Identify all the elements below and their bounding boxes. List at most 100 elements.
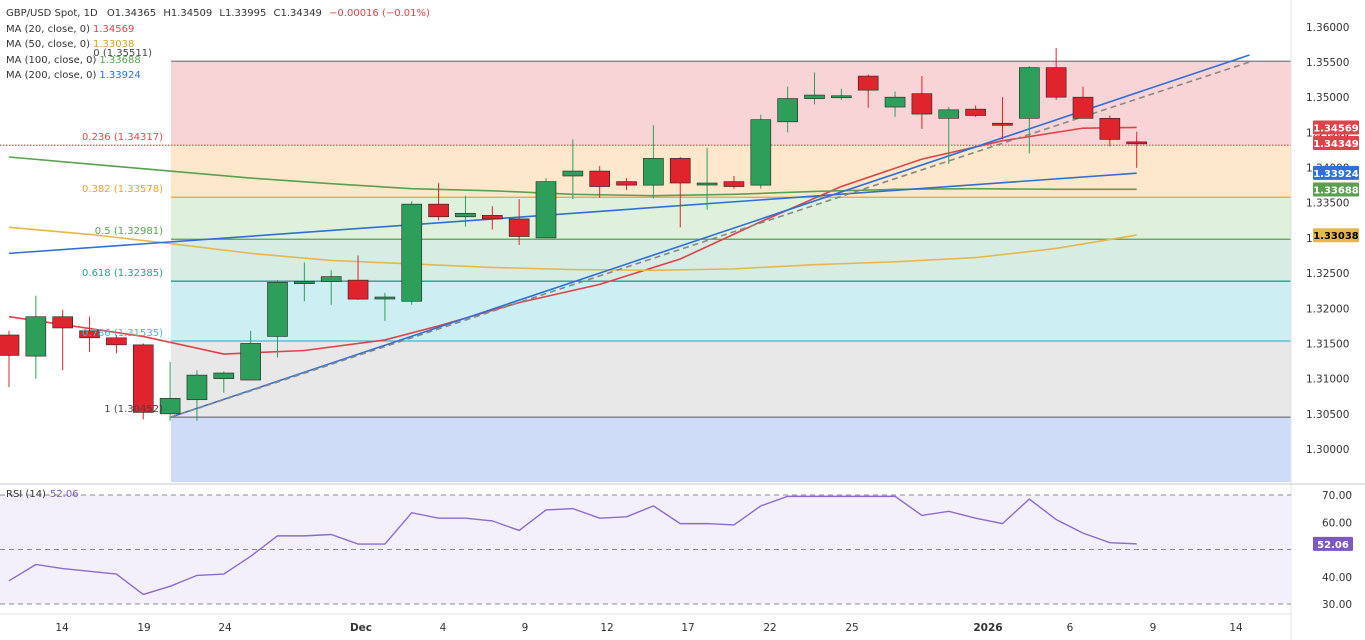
- fib-level-label: 0.236 (1.34317): [82, 132, 163, 143]
- time-tick-label: 9: [522, 622, 529, 634]
- indicator-legend: GBP/USD Spot, 1D O1.34365 H1.34509 L1.33…: [6, 6, 434, 84]
- candle-body: [992, 122, 1013, 126]
- price-marker-label: 1.34569: [1313, 124, 1359, 135]
- time-tick-label: 22: [763, 622, 776, 634]
- candle-body: [106, 337, 127, 346]
- price-marker: [1313, 182, 1359, 197]
- candle: [25, 295, 47, 379]
- candle: [884, 91, 906, 117]
- price-marker-label: 1.33688: [1313, 185, 1359, 196]
- ma-line: [8, 226, 1137, 272]
- time-tick-label: 2026: [973, 622, 1002, 634]
- candle: [320, 270, 342, 305]
- candle-body: [159, 398, 181, 415]
- rsi-line: [8, 495, 1137, 596]
- rsi-legend[interactable]: RSI (14) 52.06: [6, 489, 79, 500]
- fibonacci-labels: 0 (1.35511) 0.236 (1.34317) 0.382 (1.33578…: [82, 48, 163, 415]
- candle: [106, 335, 127, 354]
- price-tick-label: 1.31500: [1306, 338, 1349, 350]
- time-tick-label: 17: [681, 622, 694, 634]
- candle-body: [696, 182, 718, 186]
- candle: [804, 72, 825, 105]
- candle-body: [455, 212, 476, 218]
- candle: [1126, 131, 1147, 168]
- candle-body: [938, 109, 960, 119]
- candle-body: [25, 316, 47, 357]
- candle: [723, 175, 745, 189]
- fib-level-label: 0.382 (1.33578): [82, 184, 163, 195]
- candle: [696, 147, 718, 210]
- time-tick-label: 6: [1067, 622, 1074, 634]
- fib-band: [171, 281, 1291, 341]
- candle: [240, 330, 261, 381]
- rsi-tick-label: 60.00: [1322, 517, 1352, 529]
- candle-body: [240, 343, 261, 381]
- candle-body: [267, 281, 288, 337]
- price-marker-label: 1.34349: [1313, 139, 1359, 150]
- change-value: −0.00016 (−0.01%): [329, 8, 430, 19]
- candle-body: [374, 296, 396, 300]
- rsi-tick-label: 30.00: [1322, 599, 1352, 611]
- candle-body: [347, 279, 369, 300]
- candle-body: [669, 158, 691, 184]
- price-tick-label: 1.33500: [1306, 198, 1349, 210]
- candle: [1045, 47, 1067, 100]
- candle-body: [0, 334, 20, 356]
- candle-body: [213, 372, 235, 379]
- rsi-label: RSI (14): [6, 489, 46, 500]
- candle-body: [428, 203, 449, 218]
- candle: [159, 361, 181, 421]
- time-axis[interactable]: 14 19 24 Dec 4 9 12 17 22 25 2026 6 9 14: [55, 622, 1243, 634]
- candle: [374, 292, 396, 321]
- candle-body: [481, 215, 503, 220]
- ma200-legend[interactable]: MA (200, close, 0) 1.33924: [6, 70, 141, 81]
- price-tick-label: 1.35000: [1306, 92, 1349, 104]
- candle: [589, 166, 611, 198]
- candle: [401, 201, 423, 305]
- price-marker: [1313, 228, 1359, 243]
- candle-body: [1045, 67, 1067, 98]
- candle-body: [132, 344, 154, 413]
- candle: [294, 262, 315, 302]
- candle-body: [884, 96, 906, 108]
- price-axis[interactable]: 1.360001.355001.350001.345001.340001.335…: [1306, 22, 1359, 456]
- fib-band: [171, 417, 1291, 482]
- time-tick-label: 14: [55, 622, 69, 634]
- ma-line: [8, 172, 1137, 255]
- candle: [267, 280, 288, 358]
- time-tick-label: 24: [218, 622, 232, 634]
- candle-body: [589, 170, 611, 187]
- candle-body: [831, 95, 852, 99]
- rsi-pane: 70.00 60.00 40.00 30.00 52.06: [0, 490, 1353, 611]
- candle-body: [911, 93, 933, 115]
- candle-body: [535, 181, 557, 239]
- time-tick-label: 19: [137, 622, 150, 634]
- candle: [132, 343, 154, 420]
- time-tick-label: 9: [1150, 622, 1157, 634]
- candle: [52, 309, 74, 371]
- candle-body: [804, 94, 825, 99]
- candle-body: [186, 374, 208, 401]
- price-marker-label: 1.33038: [1313, 231, 1359, 242]
- candle-body: [723, 181, 745, 187]
- price-marker: [1313, 120, 1359, 135]
- ma100-legend[interactable]: MA (100, close, 0) 1.33688: [6, 54, 141, 66]
- candle: [186, 370, 208, 421]
- rsi-value: 52.06: [49, 489, 79, 500]
- fib-level-label: 1 (1.30452): [104, 404, 163, 415]
- candle: [750, 114, 772, 189]
- fib-level-label: 0.618 (1.32385): [82, 268, 163, 279]
- close-value: C1.34349: [273, 8, 322, 19]
- candle: [428, 183, 449, 221]
- price-tick-label: 1.35500: [1306, 57, 1349, 69]
- ma50-legend[interactable]: MA (50, close, 0) 1.33038: [6, 39, 135, 50]
- trend-lines[interactable]: [169, 54, 1250, 419]
- candle: [535, 178, 557, 239]
- ma20-legend[interactable]: MA (20, close, 0) 1.34569: [6, 23, 135, 35]
- instrument-row[interactable]: GBP/USD Spot, 1D O1.34365 H1.34509 L1.33…: [6, 6, 434, 22]
- candle-body: [857, 75, 879, 91]
- candle: [616, 178, 637, 191]
- candle-body: [643, 158, 664, 186]
- candle: [1018, 66, 1040, 154]
